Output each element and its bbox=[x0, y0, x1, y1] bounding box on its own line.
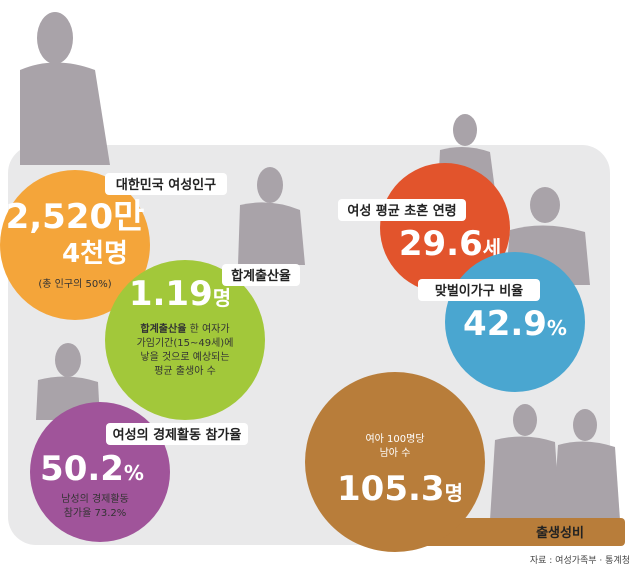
label: 맞벌이가구 비율 bbox=[435, 283, 523, 299]
circle-population bbox=[0, 170, 150, 320]
note-line: 한 여자가 bbox=[190, 323, 230, 335]
value: 42.9% bbox=[463, 304, 567, 344]
label: 여성의 경제활동 참가율 bbox=[113, 427, 242, 443]
value: 1.19명 bbox=[129, 274, 231, 314]
value-number: 105.3 bbox=[337, 469, 445, 509]
unit: 명 bbox=[213, 286, 231, 310]
circle-sex-ratio bbox=[305, 372, 485, 552]
note-line: 남아 수 bbox=[380, 447, 411, 459]
note-line: 여아 100명당 bbox=[365, 433, 424, 445]
unit: % bbox=[124, 461, 144, 485]
label: 대한민국 여성인구 bbox=[116, 177, 216, 193]
value: 29.6세 bbox=[399, 224, 501, 264]
label-box bbox=[105, 173, 227, 195]
note-line: 가임기간(15~49세)에 bbox=[137, 336, 234, 349]
label: 여성 평균 초혼 연령 bbox=[347, 203, 456, 219]
circle-fertility bbox=[105, 260, 265, 420]
value-number: 42.9 bbox=[463, 304, 547, 344]
value-number: 50.2 bbox=[40, 449, 124, 489]
value: 4천명 bbox=[62, 239, 128, 269]
note-line: 남성의 경제활동 bbox=[61, 492, 129, 505]
label-box bbox=[106, 423, 248, 445]
note: 합계출산율 한 여자가 bbox=[140, 322, 229, 335]
note-line: 낳을 것으로 예상되는 bbox=[140, 351, 229, 363]
unit: % bbox=[547, 316, 567, 340]
unit: 세 bbox=[483, 236, 501, 260]
label: 출생성비 bbox=[536, 525, 584, 541]
label-box bbox=[222, 264, 300, 286]
note-line: 참가율 73.2% bbox=[64, 507, 127, 519]
circle-marriage-age bbox=[380, 163, 510, 293]
note-term: 합계출산율 bbox=[140, 322, 186, 335]
label-box bbox=[418, 279, 540, 301]
unit: 명 bbox=[445, 481, 463, 505]
value-number: 29.6 bbox=[399, 224, 483, 264]
value-number: 1.19 bbox=[129, 274, 213, 314]
label: 합계출산율 bbox=[231, 268, 291, 284]
source: 자료 : 여성가족부 · 통계청 bbox=[530, 554, 630, 566]
value: 2,520만 bbox=[6, 197, 145, 237]
value: 105.3명 bbox=[337, 469, 463, 509]
label-box bbox=[338, 199, 466, 221]
note-line: 평균 출생아 수 bbox=[154, 365, 216, 377]
value: 50.2% bbox=[40, 449, 144, 489]
note: (총 인구의 50%) bbox=[38, 278, 111, 290]
